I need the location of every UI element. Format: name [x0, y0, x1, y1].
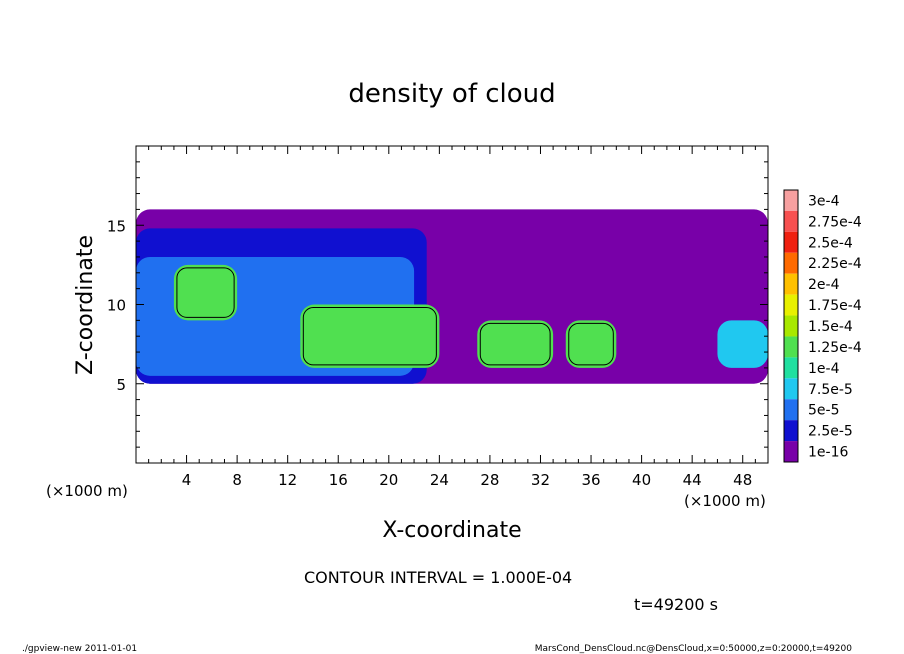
contour-lines: [176, 267, 614, 366]
colorbar-label: 5e-5: [808, 403, 839, 419]
time-text: t=49200 s: [634, 595, 718, 614]
colorbar-label: 2e-4: [808, 277, 840, 293]
colorbar-frame: [783, 189, 799, 463]
x-unit-left: (×1000 m): [46, 482, 128, 500]
field-region: [717, 320, 768, 368]
colorbar-swatch: [784, 315, 798, 337]
x-tick-label: 28: [480, 471, 499, 489]
x-unit-right: (×1000 m): [684, 492, 766, 510]
x-tick-label: 36: [581, 471, 600, 489]
chart-title: density of cloud: [348, 79, 555, 109]
x-tick-label: 16: [329, 471, 348, 489]
colorbar-swatch: [784, 420, 798, 442]
contour-line: [176, 267, 235, 318]
contour-line: [568, 322, 614, 366]
x-tick-label: 24: [430, 471, 449, 489]
colorbar-label: 1.5e-4: [808, 319, 853, 335]
x-tick-label: 48: [733, 471, 752, 489]
colorbar: 3e-4 2.75e-4 2.5e-4 2.25e-4 2e-4 1.75e-4 1.5e-…: [783, 189, 862, 463]
colorbar-label: 1.75e-4: [808, 298, 862, 314]
colorbar-swatch: [784, 210, 798, 232]
colorbar-swatch: [784, 399, 798, 421]
field-region: [477, 320, 554, 368]
colorbar-swatch: [784, 441, 798, 462]
contour-interval-text: CONTOUR INTERVAL = 1.000E-04: [304, 568, 572, 587]
x-tick-label: 40: [632, 471, 651, 489]
contour-line: [302, 307, 437, 366]
colorbar-label: 2.5e-4: [808, 235, 853, 251]
field-region: [173, 264, 238, 321]
x-tick-label: 20: [379, 471, 398, 489]
y-tick-label: 5: [116, 376, 126, 394]
field-region: [565, 320, 617, 368]
colorbar-swatch: [784, 190, 798, 211]
colorbar-label: 2.75e-4: [808, 214, 862, 230]
colorbar-label: 1.25e-4: [808, 340, 862, 356]
colorbar-label: 3e-4: [808, 193, 840, 209]
field-region: [300, 304, 440, 368]
colorbar-swatch: [784, 252, 798, 274]
colorbar-swatch: [784, 294, 798, 316]
colorbar-label: 1e-4: [808, 361, 840, 377]
colorbar-label: 1e-16: [808, 445, 848, 461]
colorbar-swatch: [784, 231, 798, 253]
x-tick-label: 8: [232, 471, 242, 489]
y-axis-label: Z-coordinate: [73, 235, 98, 375]
colorbar-label: 2.25e-4: [808, 256, 862, 272]
colorbar-label: 7.5e-5: [808, 382, 853, 398]
colorbar-swatch: [784, 336, 798, 358]
y-tick-label: 15: [107, 217, 126, 235]
x-axis-label: X-coordinate: [382, 518, 521, 543]
colorbar-label: 2.5e-5: [808, 424, 853, 440]
x-axis-ticks: 4 8 12 16 20 24 28 32 36 40 44 48: [148, 146, 756, 489]
y-tick-label: 10: [107, 297, 126, 315]
x-tick-label: 44: [683, 471, 702, 489]
footer-right: MarsCond_DensCloud.nc@DensCloud,x=0:5000…: [535, 644, 852, 654]
y-axis-ticks: 5 10 15: [107, 161, 768, 448]
density-field: [136, 209, 768, 384]
colorbar-swatch: [784, 273, 798, 295]
x-tick-label: 12: [278, 471, 297, 489]
x-tick-label: 32: [531, 471, 550, 489]
footer-left: ./gpview-new 2011-01-01: [22, 644, 137, 654]
contour-line: [479, 322, 551, 366]
colorbar-swatch: [784, 357, 798, 379]
x-tick-label: 4: [182, 471, 192, 489]
colorbar-swatch: [784, 378, 798, 400]
